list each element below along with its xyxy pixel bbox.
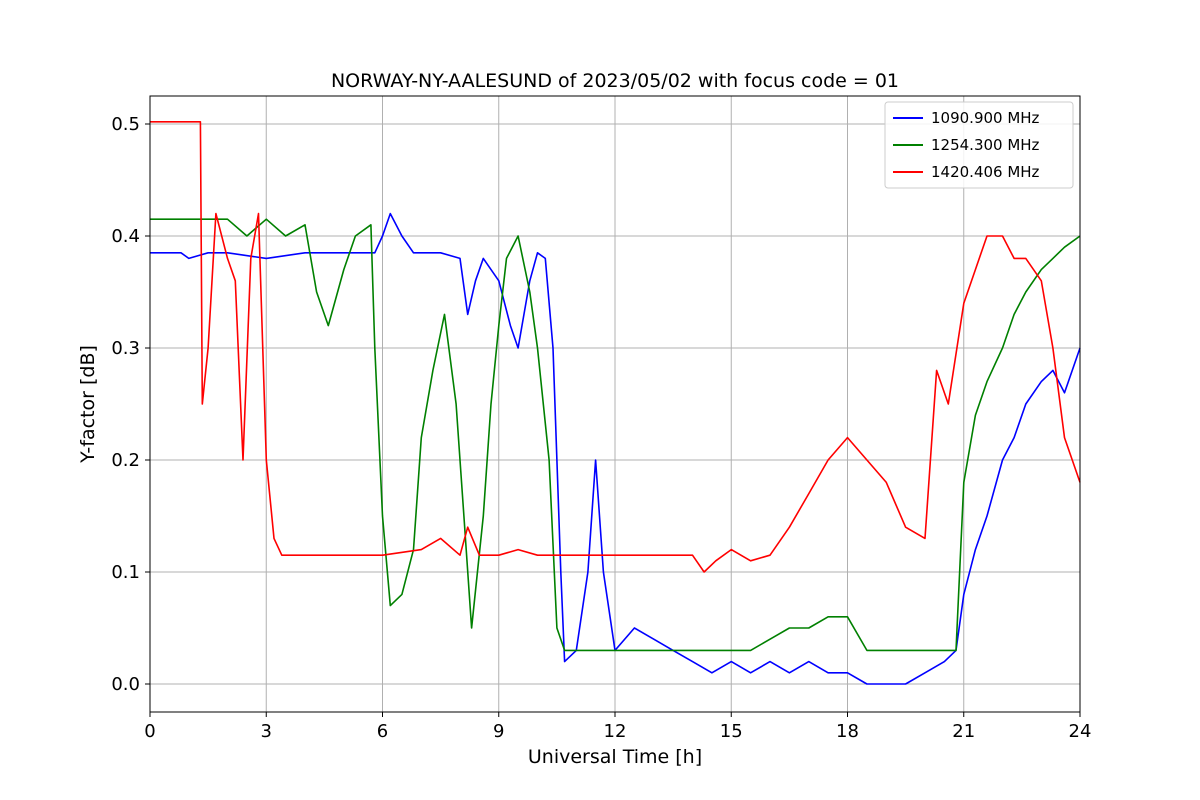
series-layer: [150, 121, 1081, 685]
x-tick-label: 0: [144, 721, 155, 742]
y-tick-label: 0.0: [111, 674, 140, 695]
x-tick-label: 12: [604, 721, 627, 742]
legend-box: [884, 101, 1074, 189]
legend-label: 1090.900 MHz: [931, 109, 1040, 127]
y-tick-label: 0.4: [111, 226, 140, 247]
y-tick-label: 0.3: [111, 338, 140, 359]
x-tick-label: 15: [720, 721, 743, 742]
series-line-2: [150, 218, 1081, 652]
x-tick-label: 6: [377, 721, 388, 742]
x-axis-label: Universal Time [h]: [528, 746, 702, 768]
y-axis-label: Y-factor [dB]: [77, 345, 99, 464]
ticks: 0 3 6 9 12 15 18 21 24 0.0 0.1 0.2 0.3 0.4 0.5: [111, 114, 1091, 742]
y-tick-label: 0.1: [111, 562, 140, 583]
x-tick-label: 3: [261, 721, 272, 742]
x-tick-label: 9: [493, 721, 504, 742]
legend: 1090.900 MHz 1254.300 MHz 1420.406 MHz: [884, 101, 1074, 189]
y-tick-label: 0.5: [111, 114, 140, 135]
legend-label: 1420.406 MHz: [931, 163, 1040, 181]
x-tick-label: 24: [1069, 721, 1092, 742]
legend-label: 1254.300 MHz: [931, 136, 1040, 154]
chart-title: NORWAY-NY-AALESUND of 2023/05/02 with fo…: [331, 70, 899, 92]
y-tick-label: 0.2: [111, 450, 140, 471]
x-tick-label: 18: [836, 721, 859, 742]
series-line-3: [150, 121, 1081, 573]
x-tick-label: 21: [952, 721, 975, 742]
